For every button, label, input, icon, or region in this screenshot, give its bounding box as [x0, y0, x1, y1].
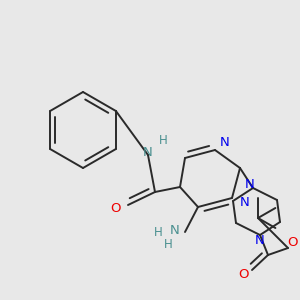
- Text: N: N: [143, 146, 153, 158]
- Text: O: O: [110, 202, 120, 214]
- Text: N: N: [220, 136, 230, 149]
- Text: O: O: [238, 268, 248, 281]
- Text: H: H: [164, 238, 172, 251]
- Text: N: N: [170, 224, 180, 236]
- Text: H: H: [154, 226, 162, 238]
- Text: N: N: [255, 233, 265, 247]
- Text: O: O: [288, 236, 298, 248]
- Text: N: N: [245, 178, 255, 190]
- Text: H: H: [159, 134, 167, 146]
- Text: N: N: [240, 196, 250, 208]
